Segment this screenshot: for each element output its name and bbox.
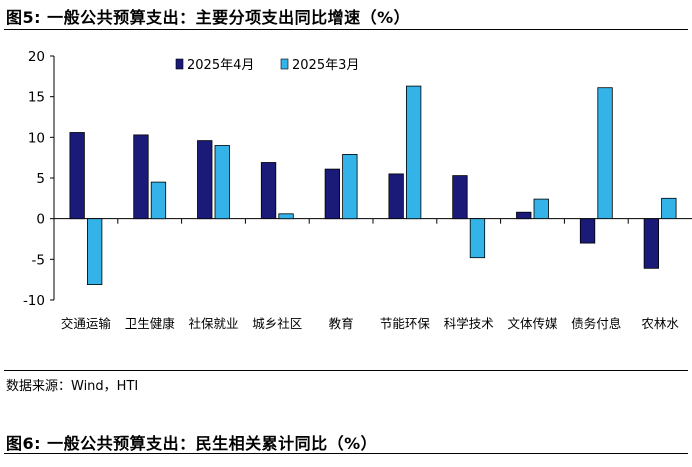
bar-series-1 — [324, 168, 341, 220]
x-tick-label: 节能环保 — [380, 316, 431, 331]
bar-series-1 — [133, 134, 149, 220]
source-rule — [4, 370, 688, 371]
y-tick-label: 10 — [28, 130, 45, 146]
next-title-rule — [4, 453, 688, 454]
bar-series-2 — [533, 198, 549, 220]
y-tick-label: -10 — [23, 293, 45, 309]
bar-series-1 — [260, 162, 277, 219]
legend-label: 2025年3月 — [292, 58, 359, 73]
bar-series-2 — [469, 218, 486, 259]
bar-series-2 — [87, 218, 103, 285]
legend-swatch — [175, 58, 184, 70]
bar-series-2 — [150, 181, 167, 220]
bar-series-1 — [579, 218, 596, 244]
bar-series-2 — [214, 145, 230, 220]
x-tick-label: 交通运输 — [61, 316, 112, 331]
chart-legend: 2025年4月 2025年3月 — [175, 58, 359, 73]
chart-bars — [69, 85, 677, 285]
x-tick-label: 教育 — [329, 316, 354, 331]
bar-series-2 — [342, 154, 358, 220]
x-tick-label: 科学技术 — [444, 316, 495, 331]
y-tick-label: 5 — [36, 171, 45, 187]
y-tick-label: 0 — [36, 212, 45, 228]
bar-chart: -10 -5 0 5 10 15 20 交通运输 卫生健康 社保就业 城乡社区 教育 节能环保 科学技术文… — [23, 49, 692, 331]
x-tick-label: 农林水 — [641, 316, 679, 331]
x-tick-label: 债务付息 — [571, 316, 621, 331]
legend-label: 2025年4月 — [187, 58, 254, 73]
bar-series-2 — [405, 85, 422, 220]
bar-series-2 — [597, 87, 613, 219]
bar-series-1 — [69, 132, 85, 220]
bar-series-2 — [278, 213, 294, 220]
next-figure-title: 图6: 一般公共预算支出：民生相关累计同比（%） — [6, 434, 378, 453]
bar-series-1 — [516, 211, 532, 220]
bar-series-1 — [388, 173, 404, 219]
title-rule — [4, 29, 688, 30]
y-tick-label: 20 — [28, 49, 45, 65]
bar-series-1 — [452, 175, 468, 220]
x-tick-label: 卫生健康 — [125, 316, 176, 331]
figure-title: 图5: 一般公共预算支出：主要分项支出同比增速（%） — [6, 8, 411, 27]
y-tick-label: 15 — [28, 90, 45, 106]
source-note: 数据来源：Wind，HTI — [6, 379, 139, 394]
x-tick-label: 文体传媒 — [507, 316, 558, 331]
bar-series-1 — [197, 140, 213, 220]
bar-series-2 — [661, 197, 677, 220]
x-tick-label: 社保就业 — [188, 316, 238, 331]
bar-series-1 — [643, 218, 659, 269]
x-tick-label: 城乡社区 — [252, 316, 302, 331]
y-tick-label: -5 — [32, 252, 45, 268]
legend-swatch — [280, 58, 289, 70]
